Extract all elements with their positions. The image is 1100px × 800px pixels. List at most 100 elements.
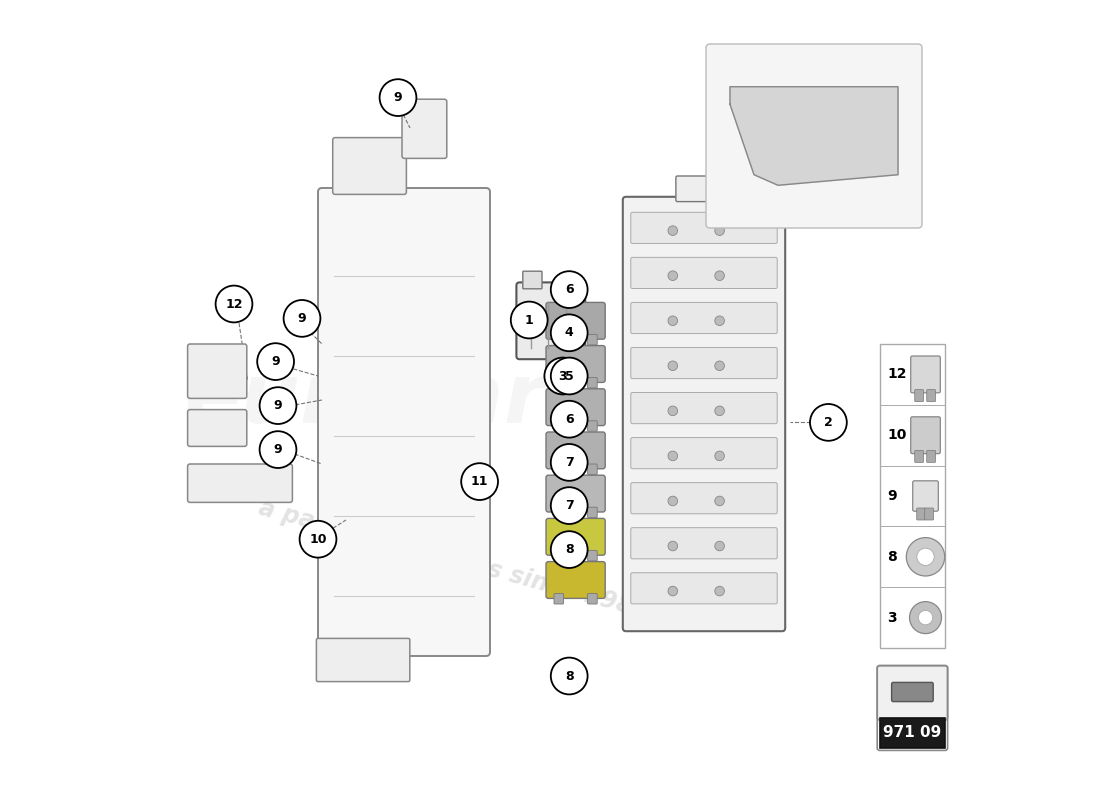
Circle shape [260,387,296,424]
Text: 3: 3 [888,610,898,625]
FancyBboxPatch shape [587,378,597,388]
Circle shape [284,300,320,337]
Circle shape [668,226,678,235]
Circle shape [917,548,934,566]
Text: 8: 8 [565,670,573,682]
FancyBboxPatch shape [926,450,935,462]
Text: 9: 9 [274,399,283,412]
Circle shape [551,401,587,438]
Circle shape [668,406,678,416]
Text: 7: 7 [564,456,573,469]
FancyBboxPatch shape [546,475,605,512]
FancyBboxPatch shape [317,638,410,682]
Circle shape [299,521,337,558]
FancyBboxPatch shape [925,508,934,520]
FancyBboxPatch shape [913,481,938,511]
Circle shape [461,463,498,500]
FancyBboxPatch shape [546,432,605,469]
Circle shape [715,586,725,596]
Circle shape [551,531,587,568]
Text: 12: 12 [888,367,907,382]
Text: 9: 9 [888,489,898,503]
Circle shape [551,271,587,308]
Circle shape [668,542,678,551]
FancyBboxPatch shape [318,188,490,656]
FancyBboxPatch shape [630,393,778,424]
FancyBboxPatch shape [402,99,447,158]
FancyBboxPatch shape [188,464,293,502]
Circle shape [379,79,417,116]
FancyBboxPatch shape [630,573,778,604]
Circle shape [715,316,725,326]
Text: 971 09: 971 09 [883,726,942,740]
FancyBboxPatch shape [587,421,597,431]
Circle shape [668,496,678,506]
FancyBboxPatch shape [630,482,778,514]
FancyBboxPatch shape [623,197,785,631]
Text: 2: 2 [824,416,833,429]
FancyBboxPatch shape [554,594,563,604]
Circle shape [544,358,581,394]
Circle shape [551,358,587,394]
FancyBboxPatch shape [630,438,778,469]
FancyBboxPatch shape [522,271,542,289]
Circle shape [715,406,725,416]
FancyBboxPatch shape [554,507,563,518]
Circle shape [551,487,587,524]
FancyBboxPatch shape [554,550,563,561]
Text: 10: 10 [309,533,327,546]
FancyBboxPatch shape [554,421,563,431]
FancyBboxPatch shape [587,594,597,604]
Circle shape [715,496,725,506]
FancyBboxPatch shape [546,562,605,598]
Text: 9: 9 [272,355,279,368]
Circle shape [910,602,942,634]
FancyBboxPatch shape [880,344,945,648]
Circle shape [668,271,678,281]
FancyBboxPatch shape [188,410,246,446]
Circle shape [668,316,678,326]
Circle shape [906,538,945,576]
FancyBboxPatch shape [892,682,933,702]
Circle shape [260,431,296,468]
Circle shape [715,451,725,461]
FancyBboxPatch shape [546,346,605,382]
FancyBboxPatch shape [587,550,597,561]
FancyBboxPatch shape [926,390,935,402]
Circle shape [257,343,294,380]
Text: eurocars: eurocars [185,359,595,441]
Text: 10: 10 [888,428,907,442]
Text: 8: 8 [888,550,898,564]
Text: 3: 3 [559,370,568,382]
FancyBboxPatch shape [587,334,597,345]
FancyBboxPatch shape [880,718,945,748]
Circle shape [715,226,725,235]
Circle shape [715,271,725,281]
Text: 6: 6 [565,413,573,426]
FancyBboxPatch shape [516,282,585,359]
Text: a passion for parts since 1985: a passion for parts since 1985 [256,496,651,624]
FancyBboxPatch shape [630,302,778,334]
FancyBboxPatch shape [554,464,563,474]
Text: 5: 5 [564,370,573,382]
Circle shape [551,314,587,351]
Text: 9: 9 [274,443,283,456]
FancyBboxPatch shape [587,507,597,518]
Text: 6: 6 [565,283,573,296]
FancyBboxPatch shape [554,378,563,388]
FancyBboxPatch shape [630,528,778,559]
FancyBboxPatch shape [630,347,778,378]
Circle shape [668,361,678,370]
Text: 12: 12 [226,298,243,310]
FancyBboxPatch shape [546,302,605,339]
Text: 8: 8 [565,543,573,556]
Text: 9: 9 [394,91,403,104]
FancyBboxPatch shape [587,464,597,474]
Text: 4: 4 [564,326,573,339]
FancyBboxPatch shape [188,344,246,398]
Circle shape [551,444,587,481]
Text: 11: 11 [471,475,488,488]
FancyBboxPatch shape [706,44,922,228]
FancyBboxPatch shape [546,518,605,555]
FancyBboxPatch shape [915,450,924,462]
